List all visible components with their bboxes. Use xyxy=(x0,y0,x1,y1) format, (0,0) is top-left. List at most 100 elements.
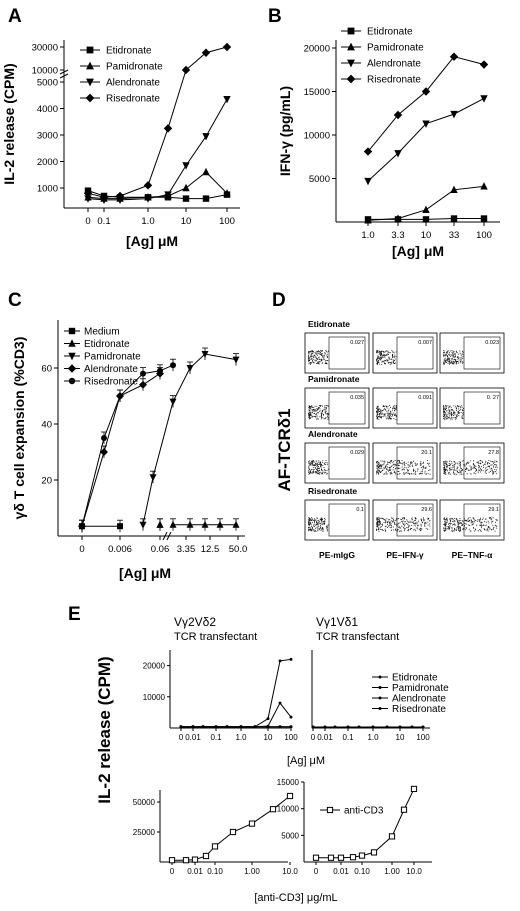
legend-label: Risedronate xyxy=(367,75,421,86)
cell-events xyxy=(308,405,329,420)
series-line-alendronate xyxy=(87,98,228,201)
column-label: PE–IFN-γ xyxy=(386,550,424,560)
x-tick-label: 0 xyxy=(311,733,316,742)
data-point-pamidronate xyxy=(278,725,282,729)
data-point-pamidronate xyxy=(201,351,209,358)
y-tick-label: 5000 xyxy=(309,174,330,185)
data-point-etidronate xyxy=(216,520,224,528)
data-point-anti-cd3 xyxy=(269,806,277,813)
data-point-anti-cd3 xyxy=(168,857,176,864)
panel-letter-d: D xyxy=(272,290,286,311)
x-tick-label: 50.0 xyxy=(229,544,248,555)
legend-marker xyxy=(378,675,382,679)
data-point-risedronate xyxy=(163,124,173,133)
data-point-anti-cd3 xyxy=(182,857,190,864)
legend-marker xyxy=(86,78,94,87)
y-tick-label: 15000 xyxy=(277,778,300,787)
x-tick-label: 10.0 xyxy=(406,867,422,876)
legend-label: Etidronate xyxy=(367,27,413,38)
x-tick-label: 0 xyxy=(85,216,90,227)
panel-d: D AF-TCRδ1 Etidronate 0.027 0.007 0.023 Pamidr… xyxy=(272,290,505,560)
legend-marker xyxy=(86,46,94,54)
gate-percentage: 29.1 xyxy=(488,507,499,513)
data-point-risedronate xyxy=(179,725,183,729)
data-point-alendronate xyxy=(84,195,92,203)
data-point-risedronate xyxy=(170,362,176,369)
x-axis-title: [Ag] μM xyxy=(392,243,444,259)
y-tick-label: 20 xyxy=(41,476,52,487)
y-tick-label: 3000 xyxy=(37,131,58,142)
x-tick-label: 0 xyxy=(179,733,184,742)
x-tick-label: 1.0 xyxy=(141,216,154,227)
data-point-risedronate xyxy=(278,659,282,663)
series-line-risedronate xyxy=(367,56,485,152)
data-point-risedronate xyxy=(323,725,327,729)
y-tick-label: 1000 xyxy=(37,184,58,195)
gate-percentage: 0.091 xyxy=(418,395,432,401)
data-point-alendronate xyxy=(278,701,282,705)
data-point-etidronate xyxy=(450,215,458,222)
data-point-pamidronate xyxy=(139,521,147,529)
y-tick-label: 50000 xyxy=(133,798,156,807)
data-point-anti-cd3 xyxy=(202,852,210,860)
data-point-risedronate xyxy=(449,52,459,61)
legend-marker xyxy=(68,327,76,335)
y-tick-label: 20000 xyxy=(304,44,330,55)
gate-percentage: 0.023 xyxy=(485,340,499,346)
gate-box xyxy=(328,336,366,370)
cell-events xyxy=(443,405,464,420)
legend-marker xyxy=(68,339,76,347)
x-tick-label: 10 xyxy=(421,230,432,241)
data-point-alendronate xyxy=(266,724,270,728)
panel-letter-a: A xyxy=(8,6,22,27)
legend-label: Risedronate xyxy=(84,377,138,388)
flow-plot xyxy=(304,332,370,374)
gate-percentage: 29.6 xyxy=(421,507,432,513)
data-point-alendronate xyxy=(422,120,430,128)
x-axis-title: [Ag] μM xyxy=(126,233,178,249)
series-line-anti-cd3 xyxy=(316,788,415,859)
y-axis-title: IFN-γ (pg/mL) xyxy=(277,86,293,176)
data-point-risedronate xyxy=(201,48,211,57)
cell-events xyxy=(443,350,464,365)
legend-label: Alendronate xyxy=(84,364,138,375)
subplot-subtitle: TCR transfectant xyxy=(174,631,257,643)
data-point-alendronate xyxy=(480,95,488,103)
y-tick-label: 10000 xyxy=(277,805,300,814)
data-point-etidronate xyxy=(186,520,194,528)
data-point-risedronate xyxy=(421,87,431,96)
legend-label: Pamidronate xyxy=(392,683,449,694)
x-tick-label: 1.00 xyxy=(384,867,400,876)
data-point-pamidronate xyxy=(394,214,402,222)
data-point-alendronate xyxy=(364,177,372,186)
data-point-risedronate xyxy=(99,193,109,202)
data-point-anti-cd3 xyxy=(370,849,378,856)
cell-events xyxy=(376,517,431,532)
gate-percentage: 0.1 xyxy=(356,507,364,513)
subplot-title: Vγ2Vδ2 xyxy=(174,615,216,629)
series-line-anti-cd3 xyxy=(172,795,291,861)
panel-letter-e: E xyxy=(68,604,81,625)
cell-events xyxy=(443,460,498,475)
legend-label: Pamidronate xyxy=(367,43,424,54)
y-tick-label: 10000 xyxy=(304,131,330,142)
data-point-anti-cd3 xyxy=(388,833,396,840)
series-line-risedronate xyxy=(181,658,292,728)
series-line-pamidronate xyxy=(367,185,485,221)
cell-events xyxy=(308,350,329,365)
legend-marker xyxy=(378,686,382,689)
legend-label: Risedronate xyxy=(106,94,160,105)
series-line-pamidronate xyxy=(142,401,174,525)
legend-label: Pamidronate xyxy=(106,62,163,73)
gate-percentage: 0.035 xyxy=(350,395,364,401)
y-tick-label: 4000 xyxy=(37,104,58,115)
legend-label: Medium xyxy=(84,327,120,338)
data-point-risedronate xyxy=(140,370,146,377)
row-label: Risedronate xyxy=(308,486,357,496)
data-point-alendronate xyxy=(394,150,402,158)
data-point-anti-cd3 xyxy=(337,854,345,861)
data-point-etidronate xyxy=(480,215,488,222)
legend-marker xyxy=(326,806,334,814)
row-label: Pamidronate xyxy=(308,374,360,384)
